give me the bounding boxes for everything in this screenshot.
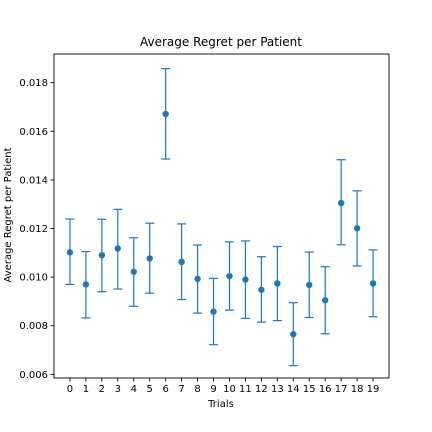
data-point <box>226 272 233 280</box>
data-point <box>258 286 265 293</box>
x-tick-label: 12 <box>255 384 268 395</box>
x-tick-label: 18 <box>351 384 364 395</box>
data-point <box>194 275 201 283</box>
x-tick-label: 2 <box>99 384 105 395</box>
data-point <box>82 281 90 288</box>
x-tick-label: 15 <box>303 384 316 395</box>
data-point <box>130 268 137 275</box>
x-tick-label: 0 <box>67 384 73 395</box>
data-point <box>178 258 185 266</box>
y-tick-label: 0.008 <box>19 321 48 332</box>
chart-title: Average Regret per Patient <box>140 35 302 49</box>
x-tick-label: 17 <box>335 384 348 395</box>
data-point <box>369 280 377 287</box>
data-point <box>306 281 313 289</box>
x-tick-label: 11 <box>239 384 252 395</box>
data-point <box>146 255 153 262</box>
y-axis-label: Average Regret per Patient <box>3 147 14 282</box>
data-point <box>162 110 169 118</box>
plot-marks <box>65 67 378 367</box>
data-point <box>274 280 281 287</box>
x-tick-label: 7 <box>178 384 184 395</box>
x-tick-label: 6 <box>162 384 168 395</box>
y-tick-label: 0.010 <box>19 273 48 284</box>
x-tick-label: 4 <box>131 384 137 395</box>
plot-frame <box>53 53 390 379</box>
y-tick-label: 0.014 <box>19 175 48 186</box>
data-point <box>321 297 329 304</box>
axes: 0 1 2 3 4 5 6 7 8 9 10 11 12 13 14 15 16 17 18 190.0060.008… <box>19 53 390 395</box>
x-tick-label: 5 <box>147 384 153 395</box>
data-point <box>98 252 106 259</box>
x-tick-label: 8 <box>194 384 200 395</box>
data-point <box>242 276 249 283</box>
data-point <box>353 225 361 232</box>
y-tick-label: 0.018 <box>19 78 48 89</box>
x-tick-label: 19 <box>367 384 380 395</box>
y-tick-label: 0.006 <box>19 370 48 381</box>
x-tick-label: 9 <box>210 384 216 395</box>
x-tick-label: 16 <box>319 384 332 395</box>
y-tick-label: 0.012 <box>19 224 48 235</box>
x-tick-label: 13 <box>271 384 284 395</box>
data-point <box>337 199 345 207</box>
x-tick-label: 1 <box>83 384 89 395</box>
x-axis-label: Trials <box>207 399 234 410</box>
data-point <box>114 245 122 252</box>
data-point <box>210 308 217 315</box>
x-tick-label: 3 <box>115 384 121 395</box>
y-tick-label: 0.016 <box>19 127 48 138</box>
x-tick-label: 14 <box>287 384 300 395</box>
data-point <box>290 331 297 338</box>
x-tick-label: 10 <box>223 384 236 395</box>
data-point <box>66 249 74 256</box>
